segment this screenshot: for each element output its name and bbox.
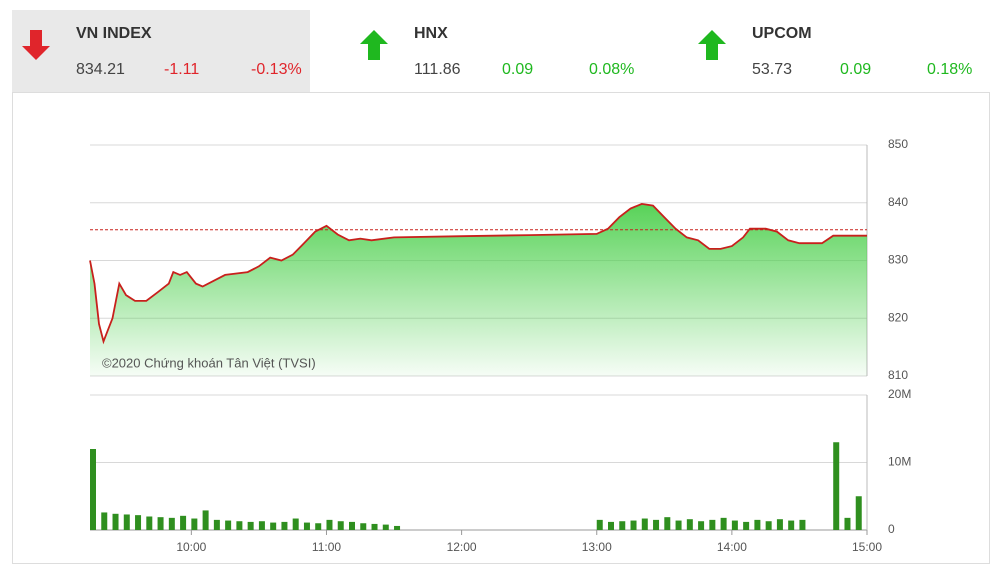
ticker-change: 0.09 bbox=[502, 61, 533, 78]
volume-bar bbox=[112, 513, 119, 530]
ticker-value: 111.86 bbox=[414, 61, 461, 78]
ticker-name: UPCOM bbox=[752, 25, 812, 42]
volume-bar bbox=[202, 510, 209, 530]
volume-bar bbox=[799, 519, 806, 530]
volume-bar bbox=[686, 519, 693, 530]
volume-bar bbox=[168, 517, 175, 530]
volume-bar bbox=[630, 520, 637, 530]
volume-bar bbox=[709, 519, 716, 530]
ticker-change: 0.09 bbox=[840, 61, 871, 78]
volume-bar bbox=[765, 521, 772, 530]
ticker-percent: -0.13% bbox=[251, 61, 302, 78]
volume-bar bbox=[754, 519, 761, 530]
volume-bar bbox=[292, 518, 299, 530]
y-tick-label: 850 bbox=[888, 137, 908, 151]
volume-bar bbox=[270, 522, 277, 530]
volume-bar bbox=[315, 523, 322, 530]
volume-bar bbox=[743, 521, 750, 530]
ticker-percent: 0.18% bbox=[927, 61, 972, 78]
y-tick-label: 840 bbox=[888, 195, 908, 209]
volume-bar bbox=[641, 518, 648, 530]
price-line bbox=[89, 202, 867, 345]
volume-bar bbox=[180, 515, 187, 530]
y-tick-label: 10M bbox=[888, 455, 911, 469]
volume-bar bbox=[213, 519, 220, 530]
volume-bar bbox=[698, 521, 705, 530]
volume-bar bbox=[101, 512, 108, 530]
x-tick-label: 10:00 bbox=[176, 540, 206, 554]
y-tick-label: 830 bbox=[888, 253, 908, 267]
y-tick-label: 0 bbox=[888, 522, 895, 536]
direction-arrow bbox=[360, 30, 388, 60]
volume-bar bbox=[157, 517, 164, 530]
volume-bar bbox=[135, 515, 142, 530]
volume-bar bbox=[360, 523, 367, 530]
volume-bar bbox=[123, 514, 130, 530]
x-tick-label: 15:00 bbox=[852, 540, 882, 554]
ticker-change: -1.11 bbox=[164, 61, 199, 78]
volume-bar bbox=[664, 517, 671, 530]
volume-bar bbox=[855, 496, 862, 530]
volume-bar bbox=[281, 521, 288, 530]
area-fill bbox=[90, 203, 867, 376]
ticker-percent: 0.08% bbox=[589, 61, 634, 78]
ticker-name: HNX bbox=[414, 25, 448, 42]
volume-bar bbox=[258, 521, 265, 530]
volume-bar bbox=[247, 521, 254, 530]
volume-bar bbox=[371, 523, 378, 530]
selected-ticker-bg bbox=[12, 10, 310, 92]
volume-bar bbox=[382, 524, 389, 530]
volume-bar bbox=[191, 518, 198, 530]
volume-bar bbox=[833, 442, 840, 530]
volume-bar bbox=[236, 521, 243, 530]
volume-bar bbox=[225, 520, 232, 530]
y-tick-label: 820 bbox=[888, 310, 908, 324]
volume-bar bbox=[720, 517, 727, 530]
volume-bar bbox=[788, 520, 795, 530]
ticker-value: 53.73 bbox=[752, 61, 792, 78]
direction-arrow bbox=[22, 30, 50, 60]
ticker-value: 834.21 bbox=[76, 61, 125, 78]
y-tick-label: 810 bbox=[888, 368, 908, 382]
volume-bar bbox=[608, 521, 614, 530]
y-tick-label: 20M bbox=[888, 387, 911, 401]
x-tick-label: 11:00 bbox=[312, 540, 341, 554]
watermark: ©2020 Chứng khoán Tân Việt (TVSI) bbox=[102, 355, 316, 370]
volume-bar bbox=[653, 519, 660, 530]
volume-bar bbox=[731, 520, 738, 530]
volume-bar bbox=[326, 519, 333, 530]
x-tick-label: 14:00 bbox=[717, 540, 747, 554]
volume-bar bbox=[303, 522, 310, 530]
volume-bar bbox=[394, 525, 401, 530]
volume-bar bbox=[619, 521, 626, 530]
volume-bar bbox=[675, 520, 682, 530]
volume-bar bbox=[349, 521, 355, 530]
volume-bar bbox=[337, 521, 344, 530]
x-tick-label: 13:00 bbox=[582, 540, 612, 554]
direction-arrow bbox=[698, 30, 726, 60]
x-tick-label: 12:00 bbox=[447, 540, 477, 554]
volume-bar bbox=[596, 519, 603, 530]
volume-bar bbox=[146, 516, 153, 530]
volume-bar bbox=[776, 519, 783, 530]
volume-bar bbox=[90, 449, 96, 530]
volume-bar bbox=[844, 517, 851, 530]
ticker-name: VN INDEX bbox=[76, 25, 152, 42]
